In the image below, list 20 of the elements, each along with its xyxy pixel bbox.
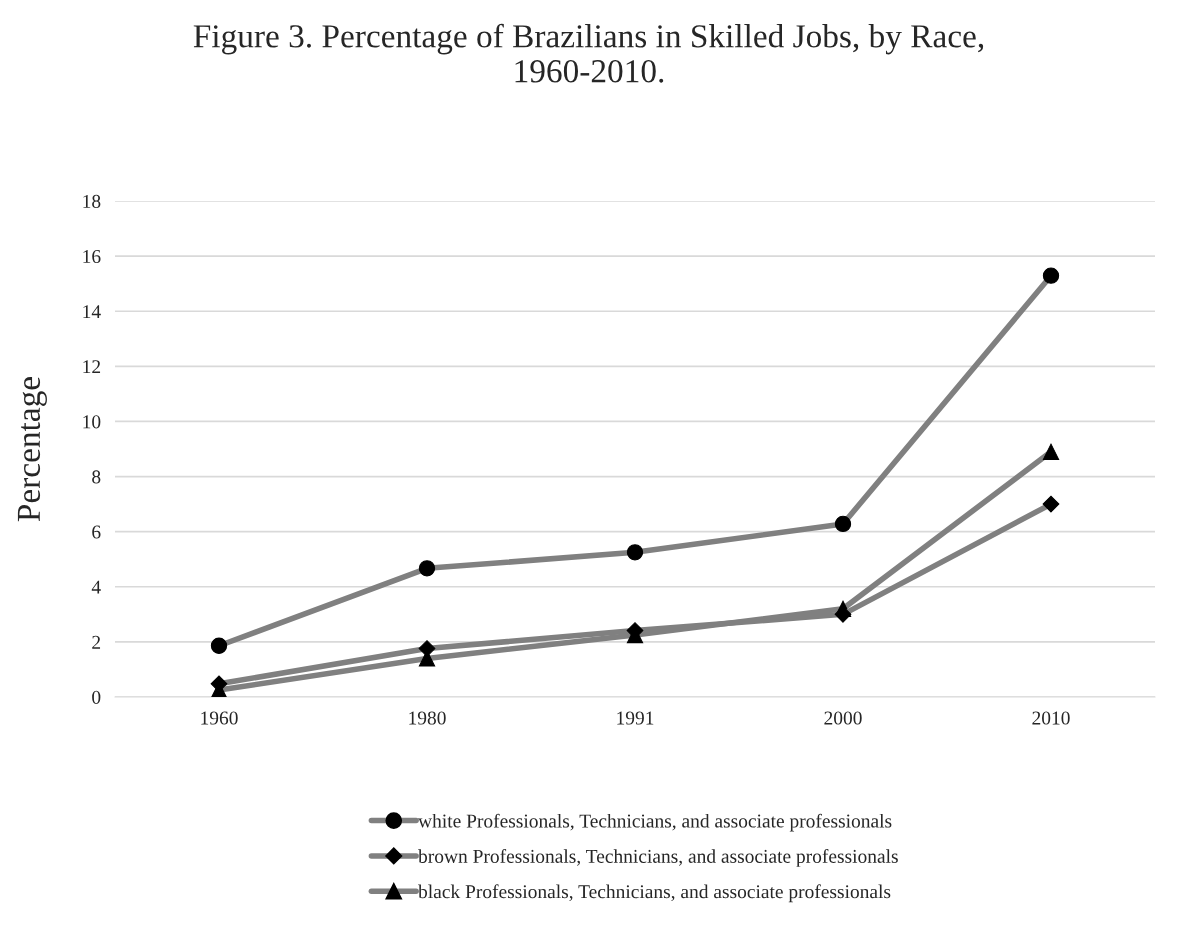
y-tick-label: 14 [83,305,101,318]
x-tick-label: 1980 [409,711,446,725]
x-tick-label: 1960 [201,711,238,725]
y-tick-label: 4 [91,580,101,594]
y-tick-label: 2 [92,635,101,649]
y-tick-label: 6 [92,525,101,539]
y-tick-label: 10 [83,415,101,429]
y-tick-label: 8 [92,470,101,484]
legend-label: brown Professionals, Technicians, and associate professionals [418,849,898,867]
y-tick-label: 18 [83,194,101,208]
chart-title: Figure 3. Percentage of Brazilians in Skilled Jobs, by Race, 1960-2010. [193,23,984,83]
x-tick-label: 2010 [1032,711,1070,725]
x-tick-label: 1991 [617,711,654,725]
legend-label: black Professionals, Technicians, and associate professionals [418,884,891,903]
legend-label: white Professionals, Technicians, and associate professionals [418,813,892,832]
y-axis-title: Percentage [17,377,47,522]
y-tick-label: 12 [83,360,101,374]
y-tick-label: 0 [92,690,101,704]
x-tick-label: 2000 [824,711,862,725]
y-tick-label: 16 [83,249,101,264]
